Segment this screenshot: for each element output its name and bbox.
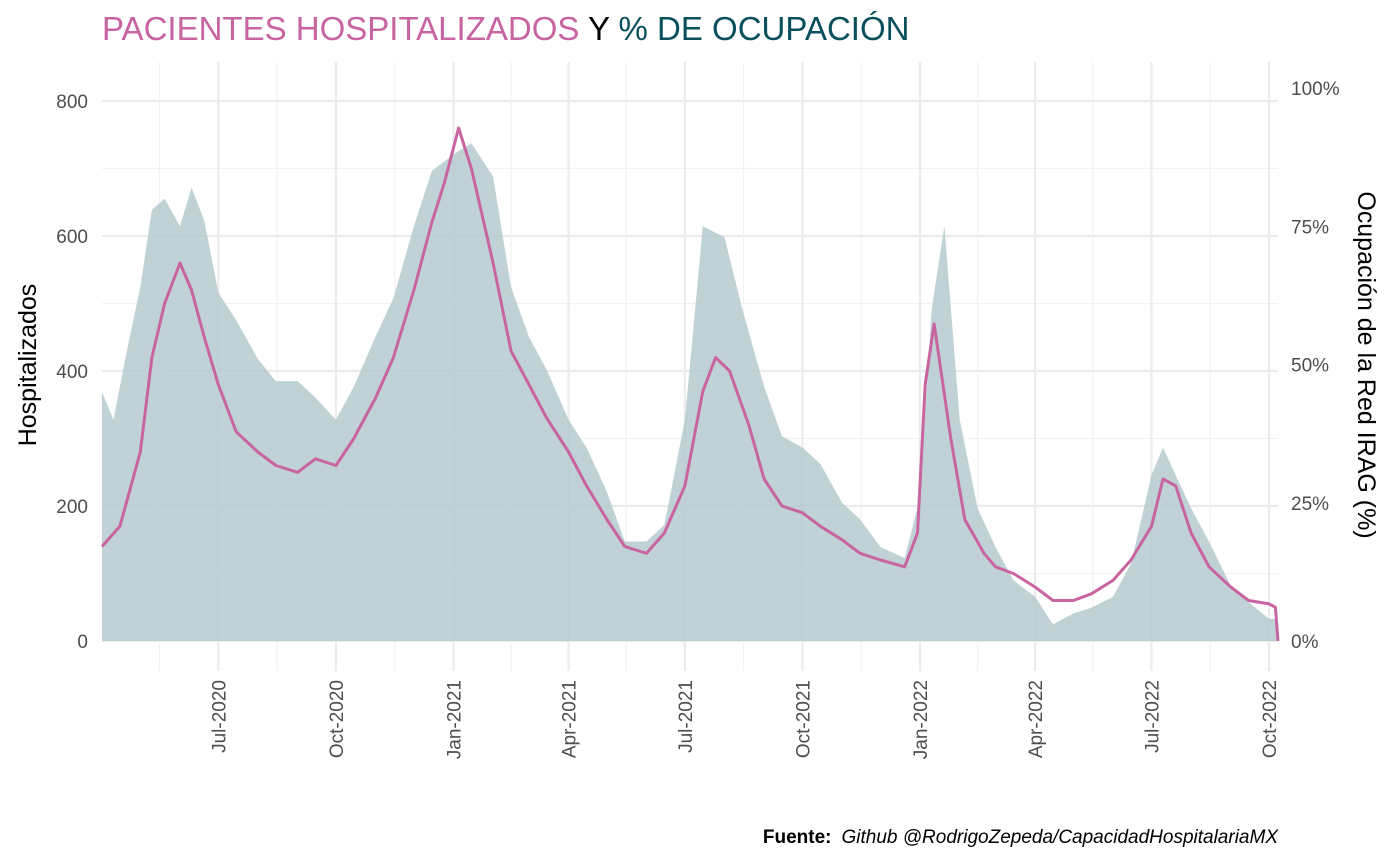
x-tick-label: Jan-2022	[911, 680, 932, 759]
x-axis-ticks: Jul-2020 Oct-2020 Jan-2021 Apr-2021 Jul-2021…	[209, 680, 1281, 759]
y-tick-label: 600	[56, 227, 88, 248]
y2-tick-label: 100%	[1291, 79, 1340, 100]
x-tick-label: Jul-2021	[676, 680, 697, 753]
y2-tick-label: 50%	[1291, 356, 1329, 377]
caption-label: Fuente:	[763, 827, 832, 848]
y2-tick-label: 25%	[1291, 494, 1329, 515]
x-tick-label: Oct-2020	[327, 680, 348, 758]
title-connector: Y	[579, 10, 618, 47]
x-tick-label: Apr-2022	[1026, 680, 1047, 758]
caption-source: Github @RodrigoZepeda/CapacidadHospitala…	[842, 827, 1280, 848]
y2-axis-title: Ocupación de la Red IRAG (%)	[1352, 191, 1380, 538]
y2-tick-label: 0%	[1291, 632, 1319, 653]
caption: Fuente: Github @RodrigoZepeda/CapacidadHo…	[763, 827, 1279, 848]
occupancy-area-layer	[102, 143, 1277, 642]
y-axis-right-ticks: 0% 25% 50% 75% 100%	[1291, 79, 1340, 653]
x-tick-label: Jul-2020	[209, 680, 230, 753]
x-tick-label: Jan-2021	[445, 680, 466, 759]
occupancy-area	[102, 143, 1277, 642]
hospitalized-line-layer	[100, 126, 1280, 642]
chart-title: PACIENTES HOSPITALIZADOS Y % DE OCUPACIÓ…	[102, 10, 909, 47]
title-ocupacion: % DE OCUPACIÓN	[619, 10, 910, 47]
x-tick-label: Oct-2022	[1260, 680, 1281, 758]
x-tick-label: Oct-2021	[793, 680, 814, 758]
hospitalized-line	[100, 126, 1280, 642]
y-tick-label: 200	[56, 497, 88, 518]
y-tick-label: 800	[56, 92, 88, 113]
y-axis-title: Hospitalizados	[14, 284, 42, 447]
y2-tick-label: 75%	[1291, 217, 1329, 238]
x-tick-label: Jul-2022	[1142, 680, 1163, 753]
y-axis-left-ticks: 0 200 400 600 800	[56, 92, 88, 653]
y-tick-label: 400	[56, 362, 88, 383]
x-tick-label: Apr-2021	[560, 680, 581, 758]
y-tick-label: 0	[77, 632, 88, 653]
title-hospitalizados: PACIENTES HOSPITALIZADOS	[102, 10, 579, 47]
